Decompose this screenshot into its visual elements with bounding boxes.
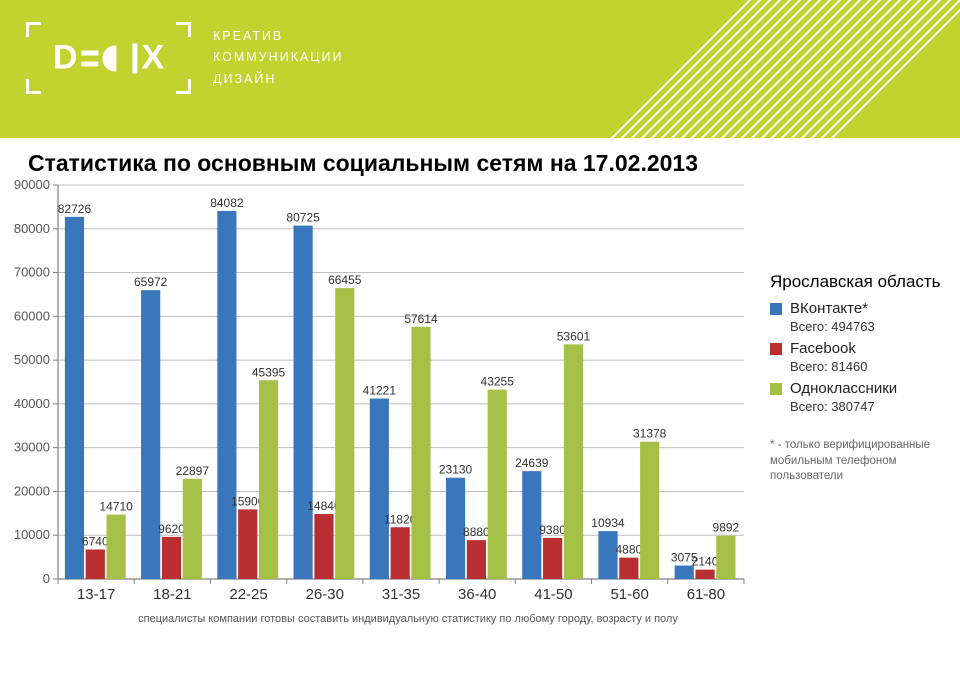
svg-text:10934: 10934 [591, 516, 625, 530]
svg-text:31378: 31378 [633, 427, 667, 441]
bar-chart: 0 10000 20000 30000 40000 50000 60000 70000 8000… [4, 179, 748, 611]
svg-text:6740: 6740 [82, 534, 109, 548]
svg-text:80000: 80000 [14, 221, 50, 236]
svg-text:41-50: 41-50 [534, 586, 572, 603]
svg-text:57614: 57614 [404, 312, 438, 326]
logo-taglines: КРЕАТИВ КОММУНИКАЦИИ ДИЗАЙН [213, 26, 343, 90]
svg-text:60000: 60000 [14, 308, 50, 323]
legend-label: ВКонтакте* [790, 300, 868, 317]
legend-total: Всего: 380747 [770, 399, 948, 414]
svg-text:8880: 8880 [463, 525, 490, 539]
svg-text:31-35: 31-35 [382, 586, 420, 603]
legend-panel: Ярославская область ВКонтакте* Всего: 494… [762, 179, 948, 625]
chart-footnote: специалисты компании готовы составить ин… [4, 613, 762, 625]
svg-text:90000: 90000 [14, 179, 50, 192]
svg-text:80725: 80725 [286, 211, 320, 225]
svg-text:61-80: 61-80 [687, 586, 725, 603]
svg-text:23130: 23130 [439, 463, 473, 477]
svg-text:9380: 9380 [539, 523, 566, 537]
region-title: Ярославская область [770, 271, 948, 292]
svg-text:84082: 84082 [210, 196, 244, 210]
legend-label: Одноклассники [790, 380, 897, 397]
header: D X КРЕАТИВ КОММУНИКАЦИИ ДИЗАЙН [0, 0, 960, 138]
svg-text:36-40: 36-40 [458, 586, 496, 603]
page-title: Статистика по основным социальным сетям … [0, 138, 960, 179]
content: 0 10000 20000 30000 40000 50000 60000 70000 8000… [0, 179, 960, 625]
header-hatch-pattern [580, 0, 960, 138]
svg-text:4880: 4880 [615, 543, 642, 557]
svg-text:9892: 9892 [713, 521, 740, 535]
logo-block: D X КРЕАТИВ КОММУНИКАЦИИ ДИЗАЙН [26, 22, 343, 94]
hatch-icon [580, 0, 960, 138]
svg-text:24639: 24639 [515, 456, 549, 470]
svg-text:43255: 43255 [481, 375, 515, 389]
svg-text:30000: 30000 [14, 440, 50, 455]
svg-text:18-21: 18-21 [153, 586, 191, 603]
svg-text:22-25: 22-25 [229, 586, 267, 603]
svg-text:22897: 22897 [176, 464, 210, 478]
svg-text:13-17: 13-17 [77, 586, 115, 603]
svg-text:66455: 66455 [328, 273, 362, 287]
svg-text:65972: 65972 [134, 275, 168, 289]
legend-swatch [770, 343, 782, 355]
svg-text:14710: 14710 [99, 500, 133, 514]
svg-text:41221: 41221 [363, 384, 397, 398]
legend-item-1: Facebook [770, 340, 948, 357]
legend-label: Facebook [790, 340, 856, 357]
svg-text:50000: 50000 [14, 352, 50, 367]
legend-item-0: ВКонтакте* [770, 300, 948, 317]
svg-text:53601: 53601 [557, 329, 591, 343]
legend-total: Всего: 81460 [770, 359, 948, 374]
chart-svg: 0 10000 20000 30000 40000 50000 60000 70000 8000… [4, 179, 748, 611]
svg-text:0: 0 [43, 571, 50, 586]
tagline-design: ДИЗАЙН [213, 69, 343, 90]
svg-text:40000: 40000 [14, 396, 50, 411]
svg-text:26-30: 26-30 [306, 586, 344, 603]
svg-text:45395: 45395 [252, 365, 286, 379]
chart-area: 0 10000 20000 30000 40000 50000 60000 70000 8000… [4, 179, 762, 625]
svg-text:9620: 9620 [158, 522, 185, 536]
svg-text:20000: 20000 [14, 483, 50, 498]
legend-swatch [770, 383, 782, 395]
legend-swatch [770, 303, 782, 315]
logo-icon: D X [26, 22, 191, 94]
legend-item-2: Одноклассники [770, 380, 948, 397]
tagline-communications: КОММУНИКАЦИИ [213, 47, 343, 68]
legend-footnote: * - только верифицированные мобильным те… [770, 438, 948, 485]
legend-total: Всего: 494763 [770, 319, 948, 334]
tagline-creative: КРЕАТИВ [213, 26, 343, 47]
svg-text:10000: 10000 [14, 527, 50, 542]
svg-text:70000: 70000 [14, 265, 50, 280]
svg-text:51-60: 51-60 [610, 586, 648, 603]
svg-text:2140: 2140 [692, 555, 719, 569]
svg-text:82726: 82726 [58, 202, 92, 216]
